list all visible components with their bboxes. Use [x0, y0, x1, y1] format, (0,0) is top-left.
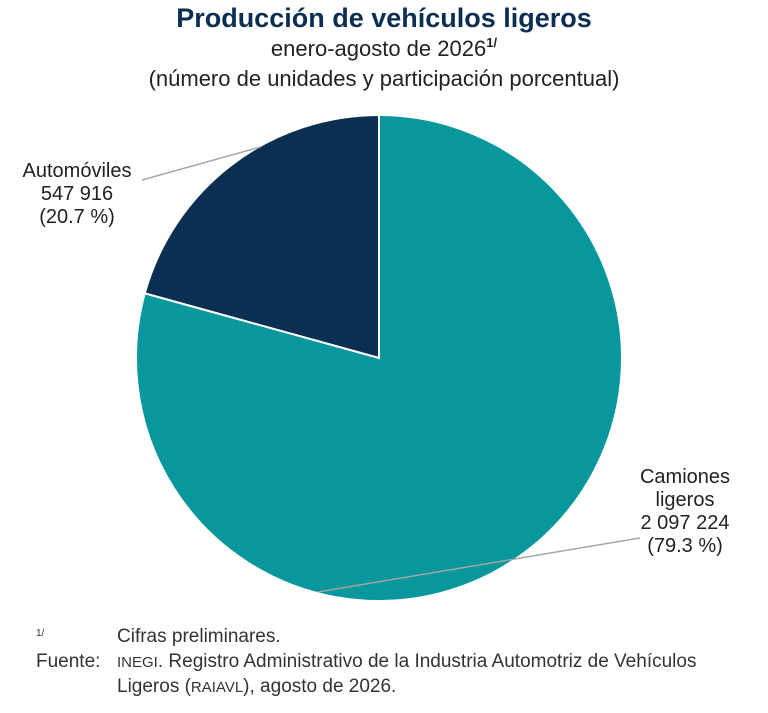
source-date: ), agosto de 2026.	[243, 676, 397, 697]
footnote-text: Cifras preliminares.	[117, 626, 281, 647]
chart-title: Producción de vehículos ligeros	[176, 3, 592, 33]
slice-label-camiones-ligeros: Camiones ligeros 2 097 224 (79.3 %)	[620, 466, 750, 558]
slice-label-percent: (20.7 %)	[39, 206, 115, 228]
slice-label-value: 2 097 224	[640, 512, 730, 534]
slice-label-name-line2: ligeros	[655, 489, 715, 511]
slice-label-value: 547 916	[40, 183, 114, 205]
slice-label-name: Automóviles	[22, 160, 132, 182]
source-acronym: RAIAVL	[190, 679, 244, 696]
footnote-mark: 1/	[36, 628, 45, 639]
chart-subtitle: enero-agosto de 20261/	[0, 36, 768, 62]
pie-slice-camiones-ligeros	[135, 113, 623, 602]
source-label: Fuente:	[36, 651, 101, 672]
source-org: INEGI	[117, 654, 158, 671]
subtitle-text: enero-agosto de 2026	[270, 36, 487, 61]
leader-line-0	[141, 146, 261, 181]
subtitle-footnote-mark: 1/	[486, 35, 498, 50]
source-description: . Registro Administrativo de la Industri…	[117, 651, 697, 697]
source-text: INEGI. Registro Administrativo de la Ind…	[117, 650, 757, 700]
slice-label-name-line1: Camiones	[639, 466, 731, 488]
slice-label-percent: (79.3 %)	[647, 535, 723, 557]
pie-slice-automoviles	[143, 113, 380, 360]
slice-label-automoviles: Automóviles 547 916 (20.7 %)	[2, 160, 152, 229]
leader-line-1	[317, 537, 641, 593]
chart-units-subtitle: (número de unidades y participación porc…	[148, 66, 620, 91]
